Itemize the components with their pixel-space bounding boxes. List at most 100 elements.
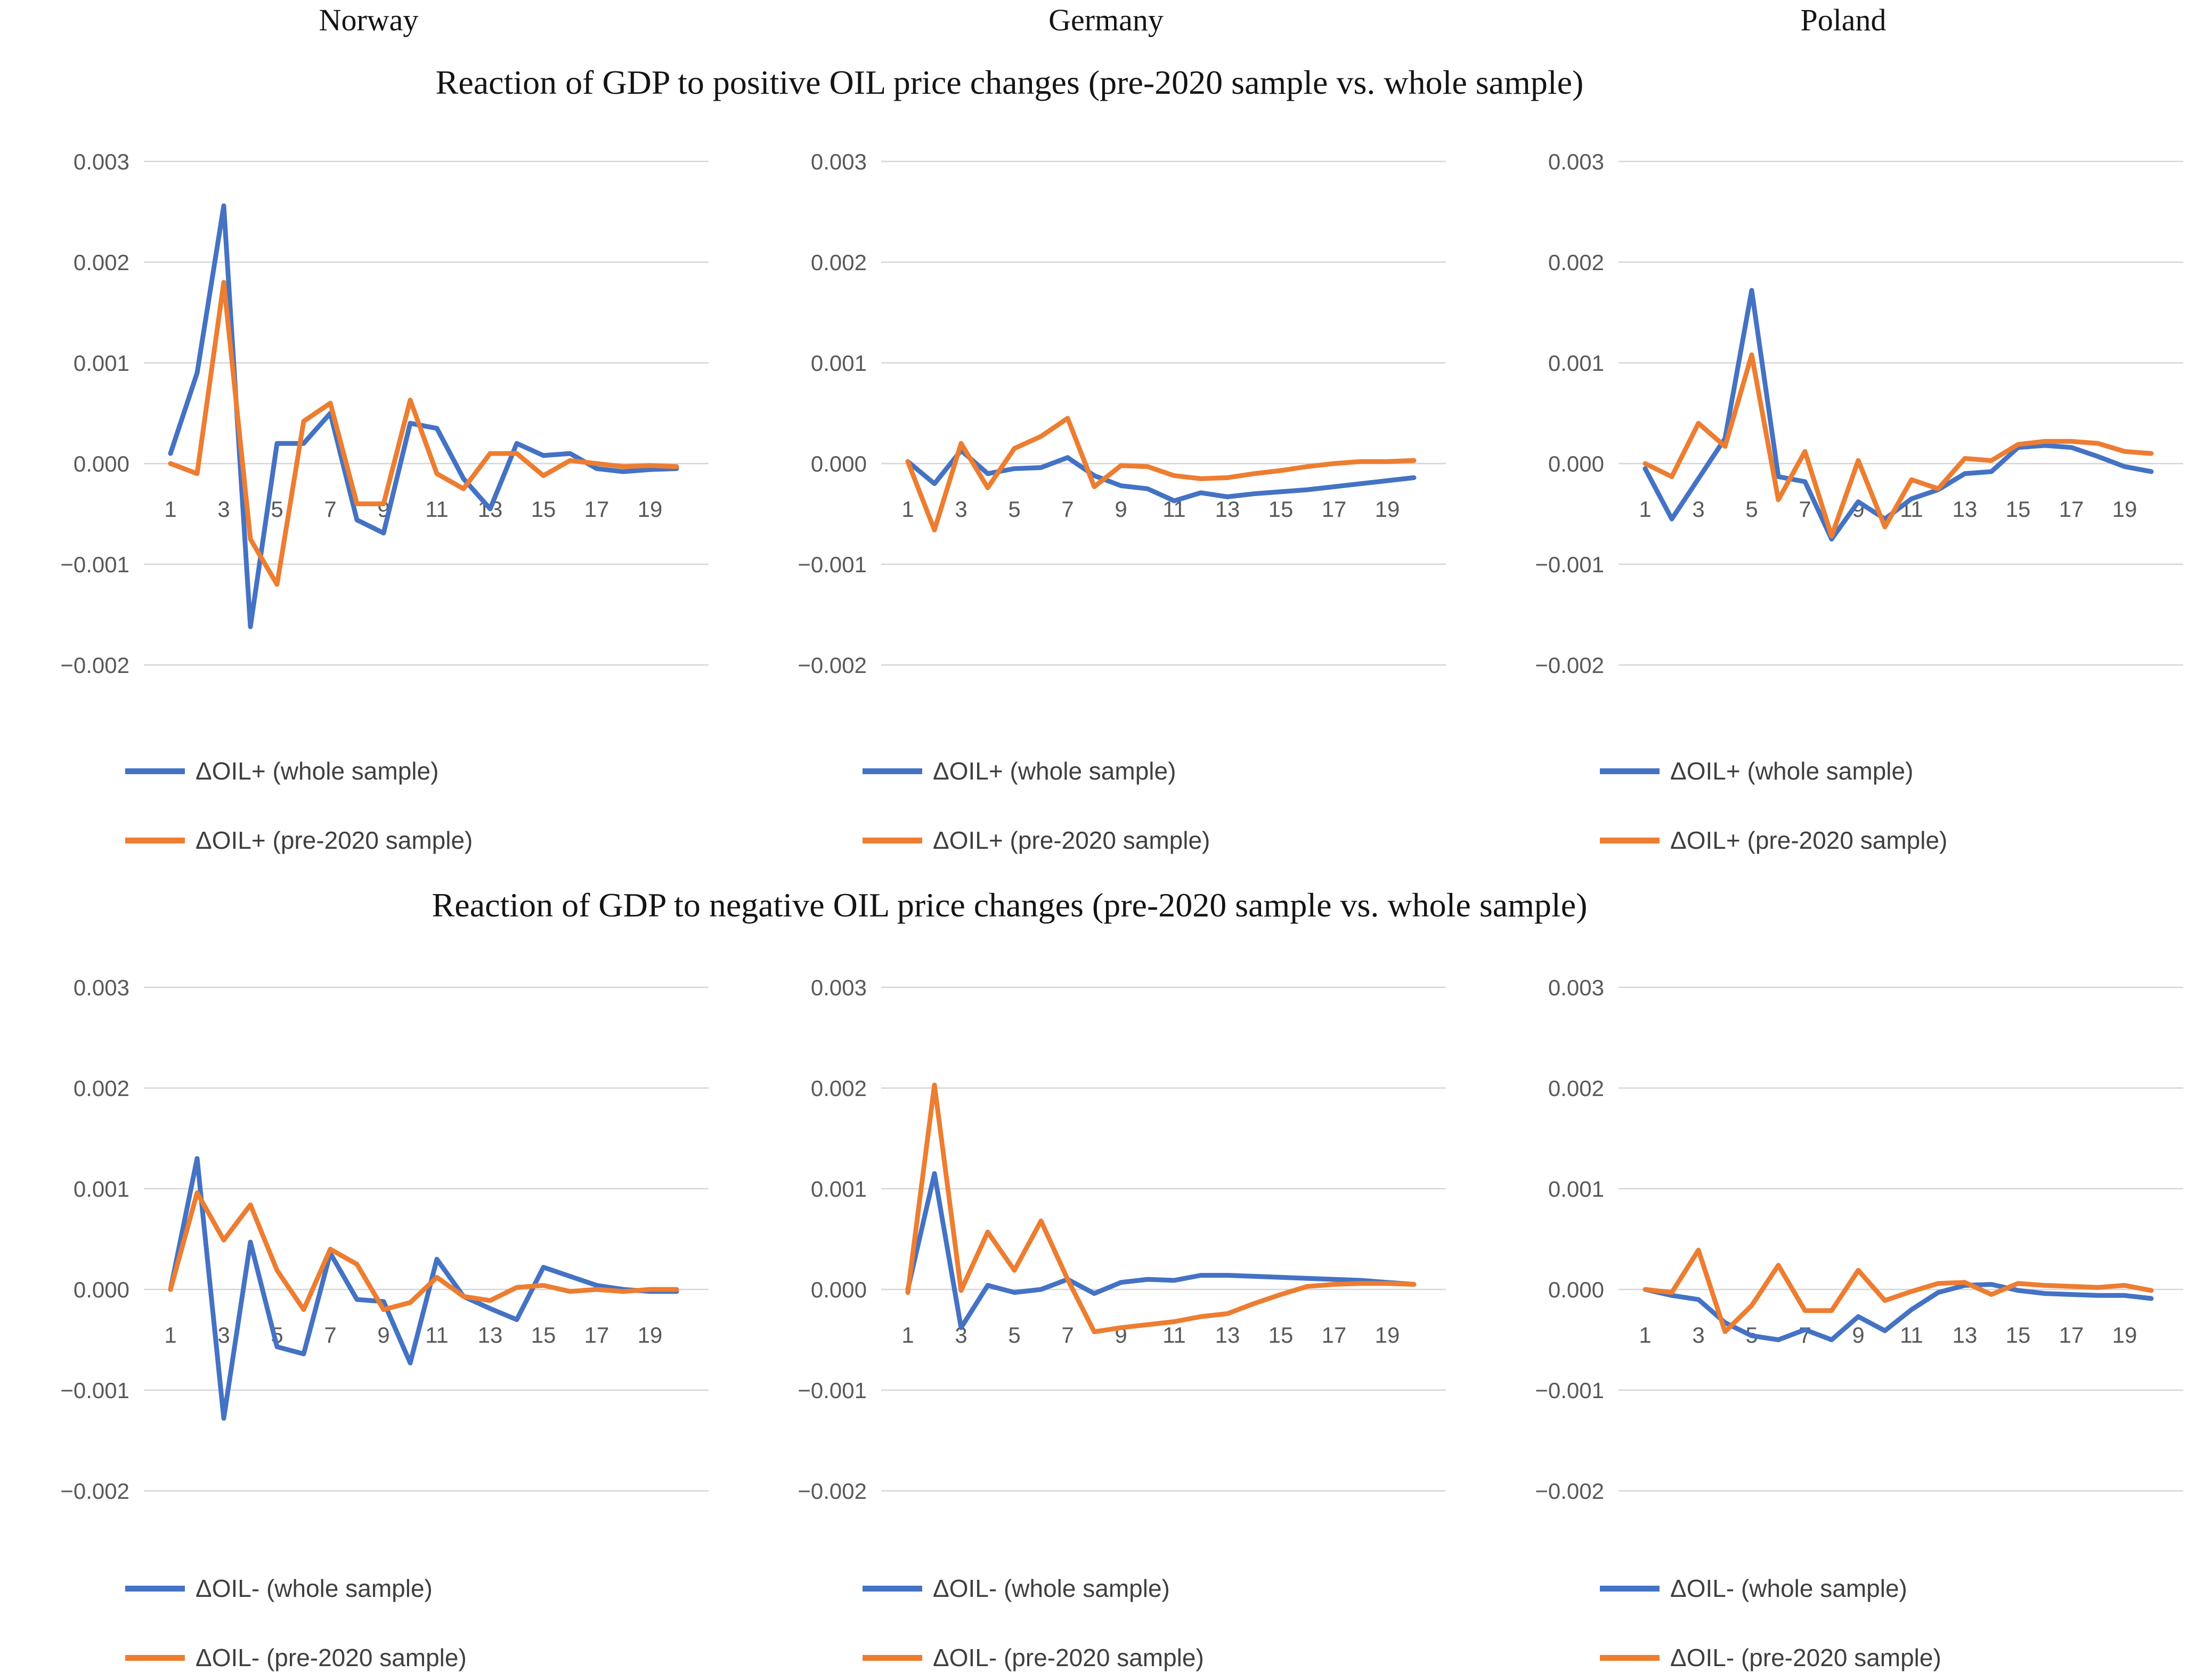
y-tick-label: 0.002 — [74, 1076, 129, 1101]
x-tick-label: 11 — [425, 497, 449, 522]
x-tick-label: 1 — [1639, 497, 1651, 522]
y-tick-label: −0.002 — [798, 1479, 867, 1504]
legend-line-marker-pre2020-sample — [1600, 1654, 1660, 1661]
x-tick-label: 9 — [1852, 1322, 1864, 1348]
y-tick-label: 0.000 — [74, 1277, 129, 1302]
x-tick-label: 13 — [478, 1322, 503, 1348]
legend-label: ΔOIL+ (whole sample) — [1670, 757, 1914, 785]
x-tick-label: 13 — [1953, 1322, 1978, 1348]
series-line-whole-sample — [168, 1156, 679, 1421]
y-tick-label: −0.001 — [60, 1378, 129, 1403]
series-line-pre2020-sample — [1642, 1247, 2154, 1334]
x-tick-label: 19 — [1375, 497, 1400, 522]
legend-label: ΔOIL+ (whole sample) — [196, 757, 439, 785]
legend-label: ΔOIL+ (pre-2020 sample) — [1670, 826, 1948, 854]
y-tick-label: 0.002 — [1548, 250, 1604, 275]
legend-entry-whole-sample: ΔOIL- (whole sample) — [863, 1573, 1204, 1604]
legend-entry-pre2020-sample: ΔOIL- (pre-2020 sample) — [1600, 1642, 1941, 1672]
x-tick-label: 7 — [324, 497, 336, 522]
y-tick-label: −0.001 — [1535, 552, 1604, 577]
y-tick-label: 0.003 — [74, 975, 129, 1000]
y-tick-label: 0.001 — [1548, 1176, 1604, 1202]
y-tick-label: 0.002 — [74, 250, 129, 275]
legend-norway-negative: ΔOIL- (whole sample) ΔOIL- (pre-2020 sam… — [125, 1573, 467, 1672]
y-tick-label: 0.002 — [811, 1076, 867, 1101]
y-tick-label: 0.000 — [1548, 451, 1604, 476]
series-line-whole-sample — [1642, 288, 2154, 542]
legend-line-marker-pre2020-sample — [1600, 837, 1660, 843]
x-tick-label: 9 — [1115, 497, 1127, 522]
section-title-positive: Reaction of GDP to positive OIL price ch… — [435, 63, 1584, 101]
x-tick-label: 7 — [1799, 497, 1811, 522]
legend-entry-pre2020-sample: ΔOIL- (pre-2020 sample) — [863, 1642, 1204, 1672]
y-tick-label: 0.003 — [811, 975, 867, 1000]
x-tick-label: 7 — [1061, 497, 1074, 522]
section-title-negative: Reaction of GDP to negative OIL price ch… — [432, 886, 1588, 924]
y-tick-label: 0.003 — [1548, 975, 1604, 1000]
x-tick-label: 3 — [955, 1322, 967, 1348]
y-tick-label: 0.003 — [1548, 149, 1604, 174]
legend-line-marker-pre2020-sample — [863, 1654, 922, 1661]
y-tick-label: 0.002 — [811, 250, 867, 275]
x-tick-label: 19 — [638, 1322, 663, 1348]
legend-line-marker-whole-sample — [863, 1585, 922, 1592]
x-tick-label: 1 — [164, 497, 176, 522]
legend-entry-pre2020-sample: ΔOIL+ (pre-2020 sample) — [863, 825, 1210, 856]
legend-label: ΔOIL+ (pre-2020 sample) — [933, 826, 1210, 854]
legend-line-marker-pre2020-sample — [125, 1654, 185, 1661]
y-tick-label: −0.002 — [1535, 653, 1604, 678]
x-tick-label: 5 — [1008, 1322, 1020, 1348]
series-line-pre2020-sample — [905, 1082, 1417, 1334]
y-tick-label: −0.002 — [798, 653, 867, 678]
column-header-poland: Poland — [1800, 3, 1886, 37]
column-header-germany: Germany — [1048, 3, 1164, 37]
y-tick-label: 0.000 — [74, 451, 129, 476]
legend-entry-pre2020-sample: ΔOIL+ (pre-2020 sample) — [125, 825, 473, 856]
x-tick-label: 17 — [584, 497, 609, 522]
series-line-pre2020-sample — [1642, 352, 2154, 539]
legend-poland-positive: ΔOIL+ (whole sample) ΔOIL+ (pre-2020 sam… — [1600, 756, 1947, 894]
legend-germany-negative: ΔOIL- (whole sample) ΔOIL- (pre-2020 sam… — [863, 1573, 1204, 1672]
x-tick-label: 7 — [1799, 1322, 1811, 1348]
series-line-pre2020-sample — [905, 416, 1417, 533]
series-line-whole-sample — [168, 203, 679, 629]
x-tick-label: 3 — [217, 497, 230, 522]
legend-entry-whole-sample: ΔOIL+ (whole sample) — [1600, 756, 1947, 786]
x-tick-label: 17 — [2059, 497, 2084, 522]
y-tick-label: 0.000 — [1548, 1277, 1604, 1302]
legend-label: ΔOIL- (pre-2020 sample) — [933, 1644, 1204, 1671]
y-tick-label: 0.001 — [811, 351, 867, 376]
x-tick-label: 3 — [1692, 1322, 1704, 1348]
x-tick-label: 17 — [1322, 497, 1347, 522]
y-tick-label: 0.003 — [74, 149, 129, 174]
x-tick-label: 3 — [1692, 497, 1704, 522]
x-tick-label: 15 — [531, 497, 556, 522]
x-tick-label: 7 — [324, 1322, 336, 1348]
legend-line-marker-whole-sample — [1600, 1585, 1660, 1592]
x-tick-label: 17 — [584, 1322, 609, 1348]
x-tick-label: 15 — [2006, 1322, 2031, 1348]
legend-entry-whole-sample: ΔOIL+ (whole sample) — [125, 756, 473, 786]
legend-label: ΔOIL- (pre-2020 sample) — [196, 1644, 467, 1671]
legend-entry-whole-sample: ΔOIL+ (whole sample) — [863, 756, 1210, 786]
legend-entry-pre2020-sample: ΔOIL+ (pre-2020 sample) — [1600, 825, 1947, 856]
series-line-whole-sample — [905, 1171, 1417, 1330]
x-tick-label: 19 — [1375, 1322, 1400, 1348]
legend-germany-positive: ΔOIL+ (whole sample) ΔOIL+ (pre-2020 sam… — [863, 756, 1210, 894]
y-tick-label: 0.001 — [811, 1176, 867, 1202]
y-tick-label: 0.001 — [74, 1176, 129, 1202]
x-tick-label: 13 — [1215, 497, 1240, 522]
y-tick-label: −0.002 — [60, 1479, 129, 1504]
x-tick-label: 1 — [901, 497, 914, 522]
x-tick-label: 19 — [2112, 1322, 2137, 1348]
x-tick-label: 3 — [955, 497, 967, 522]
legend-line-marker-pre2020-sample — [125, 837, 185, 843]
x-tick-label: 1 — [164, 1322, 176, 1348]
x-tick-label: 19 — [638, 497, 663, 522]
x-tick-label: 5 — [1745, 497, 1758, 522]
y-tick-label: 0.001 — [1548, 351, 1604, 376]
